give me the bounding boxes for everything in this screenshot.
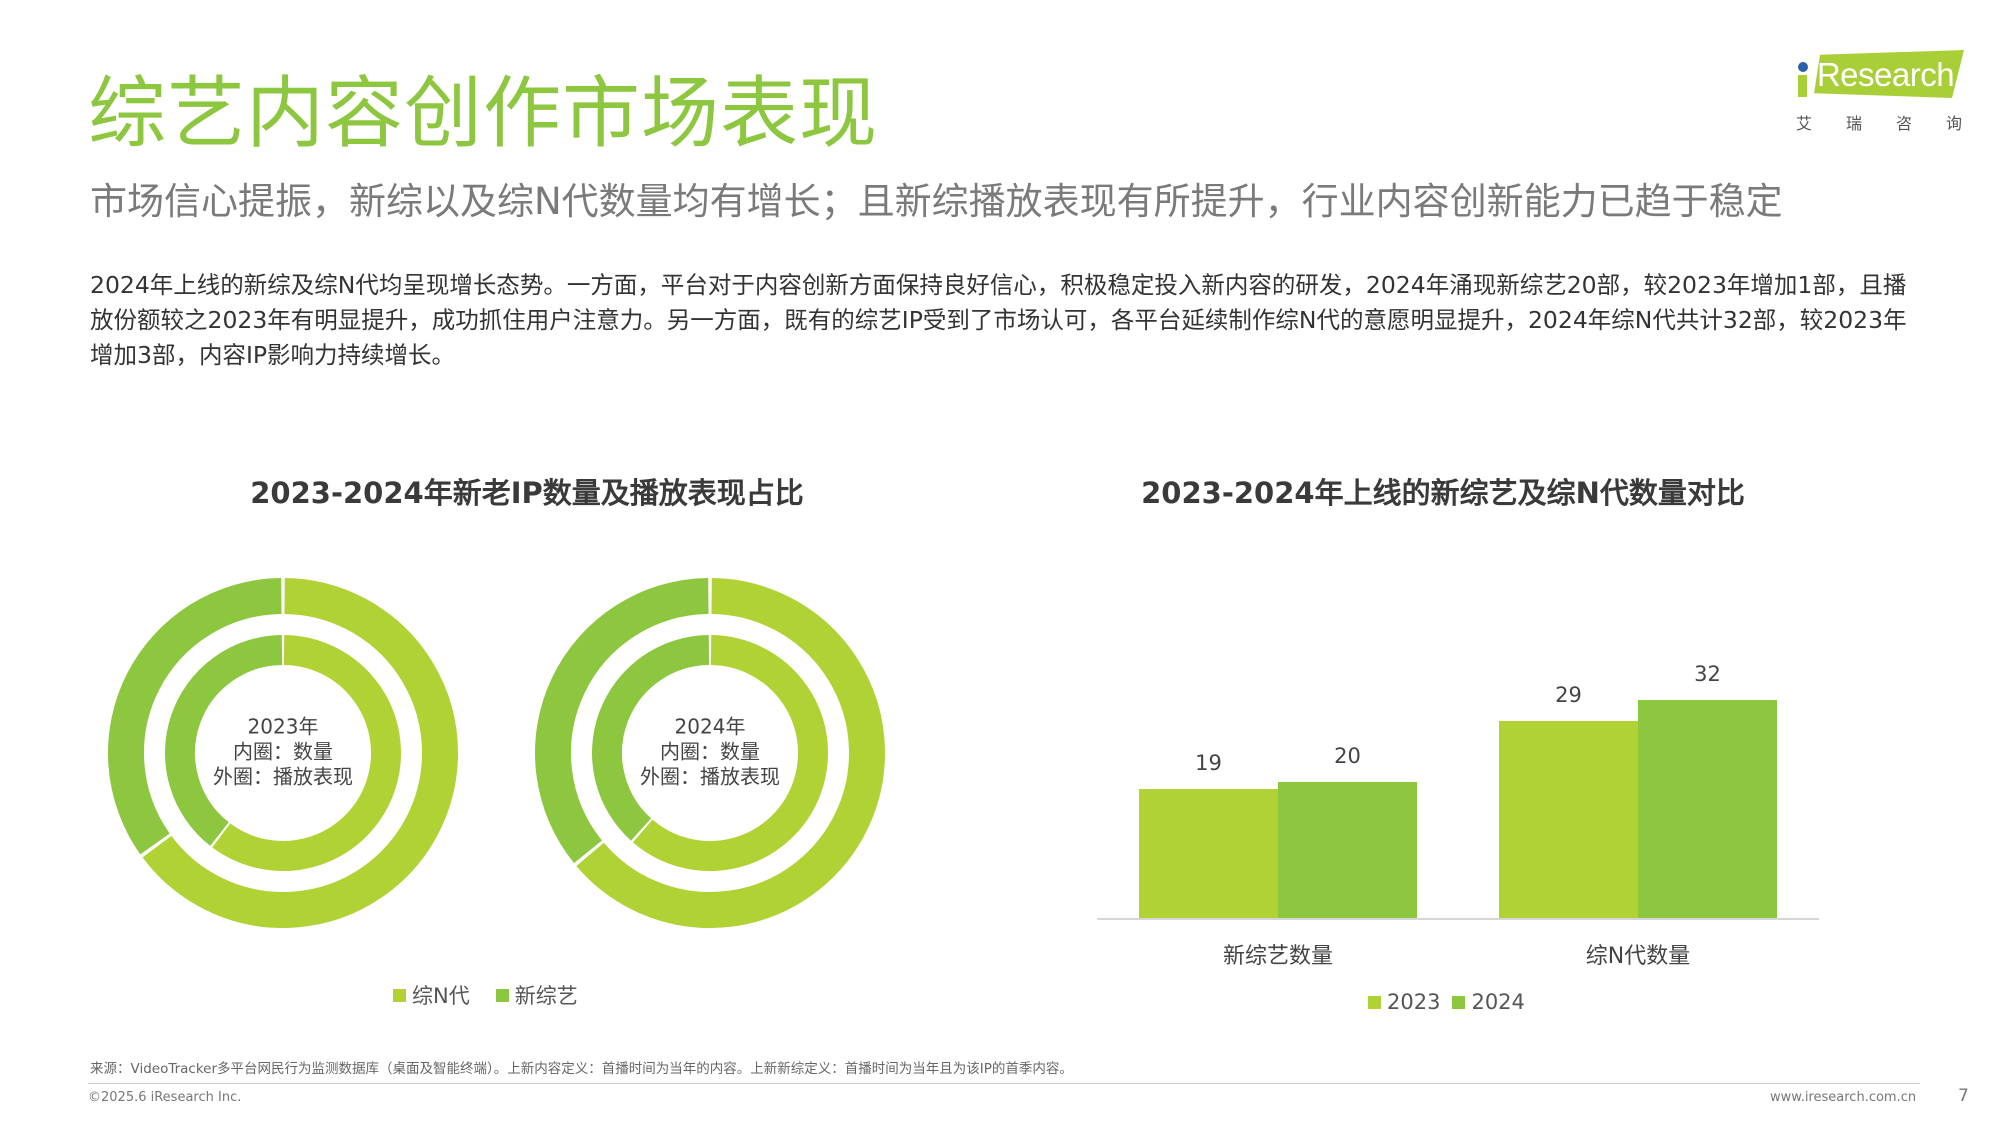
legend-swatch-icon	[393, 988, 406, 1002]
category-label: 新综艺数量	[1222, 944, 1334, 969]
logo-band	[1814, 50, 1964, 98]
legend-label: 2024	[1471, 990, 1525, 1014]
logo-cn-char: 瑞	[1845, 114, 1862, 133]
category-label: 综N代数量	[1585, 944, 1691, 969]
donut-year-label: 2024年	[674, 714, 746, 739]
donut-center-label-2024: 2024年 内圈：数量 外圈：播放表现	[640, 715, 780, 790]
legend-item-xinzongyi: 新综艺	[495, 980, 578, 1010]
donut-segment-zongn	[632, 635, 828, 871]
bar-value-label: 32	[1694, 662, 1721, 687]
bar-2024	[1278, 782, 1417, 918]
legend-label: 2023	[1387, 990, 1441, 1014]
x-axis-line	[1097, 918, 1819, 920]
legend-item-zongn: 综N代	[393, 980, 470, 1010]
bar-legend: 2023 2024	[1368, 990, 1551, 1014]
donut-inner-label: 内圈：数量	[233, 739, 333, 764]
source-note: 来源：VideoTracker多平台网民行为监测数据库（桌面及智能终端）。上新内…	[90, 1061, 1073, 1077]
donut-chart-2024	[535, 578, 885, 928]
bar-2023	[1499, 720, 1638, 918]
legend-item-2024: 2024	[1452, 990, 1525, 1014]
copyright: ©2025.6 iResearch Inc.	[88, 1090, 242, 1105]
legend-label: 综N代	[412, 984, 470, 1008]
bar-2024	[1638, 700, 1777, 918]
donut-segment-zongn	[576, 578, 885, 928]
donut-segment-xinzongyi	[165, 635, 283, 846]
donut-segment-xinzongyi	[535, 578, 709, 864]
logo-dot-icon	[1798, 62, 1808, 72]
page-number: 7	[1958, 1086, 1969, 1106]
page-title: 综艺内容创作市场表现	[88, 69, 879, 159]
donut-year-label: 2023年	[247, 714, 319, 739]
logo-i-stem	[1798, 75, 1807, 97]
bar-value-label: 19	[1195, 750, 1222, 775]
page-subtitle: 市场信心提振，新综以及综N代数量均有增长；且新综播放表现有所提升，行业内容创新能…	[90, 180, 1783, 223]
logo-cn-char: 询	[1945, 114, 1962, 133]
iresearch-logo: iResearch 艾 瑞 咨 询	[1792, 50, 1964, 135]
logo-cn-char: 艾	[1796, 114, 1813, 133]
donut-segment-zongn	[212, 635, 401, 871]
bar-chart-title: 2023-2024年上线的新综艺及综N代数量对比	[1141, 476, 1745, 510]
logo-cn-text: 艾 瑞 咨 询	[1796, 110, 1962, 134]
donut-outer-label: 外圈：播放表现	[640, 764, 780, 789]
bar-value-label: 29	[1555, 682, 1582, 707]
logo-cn-char: 咨	[1895, 114, 1912, 133]
donut-chart-2023	[108, 578, 458, 928]
bar-value-label: 20	[1334, 744, 1361, 768]
donut-legend: 综N代 新综艺	[393, 980, 604, 1010]
legend-label: 新综艺	[514, 984, 578, 1008]
footer-divider	[88, 1083, 1920, 1084]
donut-segment-xinzongyi	[108, 578, 282, 855]
donut-outer-label: 外圈：播放表现	[213, 764, 353, 789]
donut-segment-xinzongyi	[592, 635, 710, 841]
body-paragraph: 2024年上线的新综及综N代均呈现增长态势。一方面，平台对于内容创新方面保持良好…	[90, 271, 1907, 369]
donut-center-label-2023: 2023年 内圈：数量 外圈：播放表现	[213, 715, 353, 790]
bar-2023	[1139, 788, 1278, 918]
donut-inner-label: 内圈：数量	[660, 739, 760, 764]
legend-swatch-icon	[1452, 995, 1466, 1009]
legend-swatch-icon	[495, 988, 509, 1002]
logo-brand-text: iResearch	[1810, 56, 1955, 93]
donut-chart-title: 2023-2024年新老IP数量及播放表现占比	[250, 476, 804, 510]
legend-item-2023: 2023	[1368, 990, 1440, 1014]
legend-swatch-icon	[1368, 995, 1381, 1009]
donut-segment-zongn	[142, 578, 458, 928]
website-link[interactable]: www.iresearch.com.cn	[1770, 1090, 1917, 1105]
